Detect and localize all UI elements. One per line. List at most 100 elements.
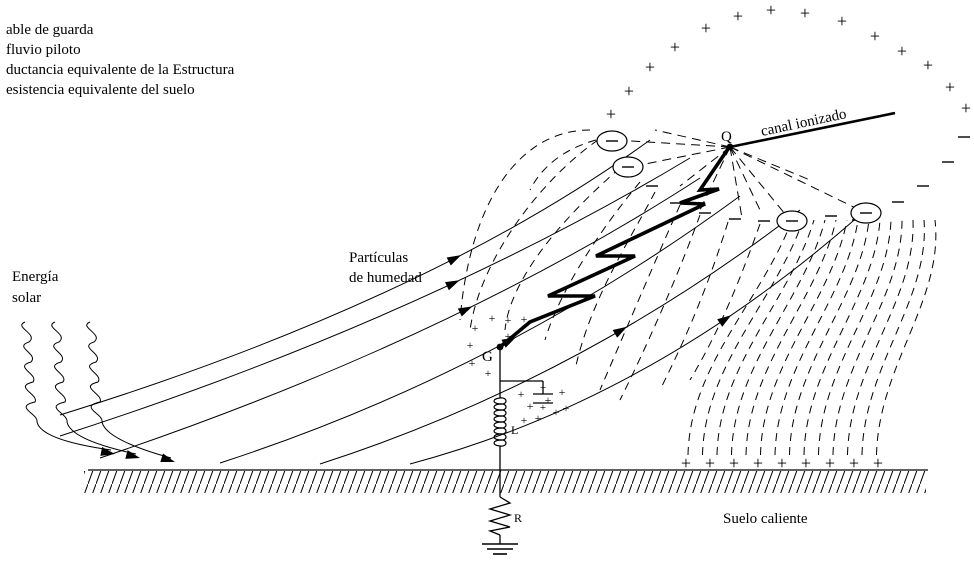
structure-plus-0: + (472, 321, 479, 335)
field-line-0 (469, 139, 599, 331)
field-line-1 (504, 167, 621, 331)
ground-curve-5 (760, 219, 848, 456)
flow-arrow-5 (717, 315, 732, 327)
solar-wave-1 (51, 321, 137, 455)
ion-2 (776, 210, 808, 232)
ground-curve-2 (716, 219, 815, 456)
resistor-zigzag (487, 496, 513, 536)
ground-curve-8 (803, 219, 881, 456)
ion-1 (612, 156, 644, 178)
cloud-plus-1: + (624, 81, 634, 101)
field-line-4 (459, 129, 591, 321)
coil-turn-5 (499, 427, 507, 435)
humidity-flow-lines (59, 139, 861, 465)
solar-wave-0 (21, 321, 112, 451)
structure-plus-12: + (521, 413, 528, 427)
cloud-plus-10: + (897, 41, 907, 61)
cloud-plus-6: + (766, 0, 776, 20)
ground-curve-9 (818, 219, 892, 456)
ground-plus-1: + (705, 453, 715, 473)
label-humid-2: de humedad (349, 270, 422, 286)
label-solar-1: Energía (12, 269, 59, 285)
label-solar-2: solar (12, 290, 41, 306)
legend-line-2: fluvio piloto (6, 42, 81, 58)
ground-curve-13 (876, 219, 937, 456)
flow-line-3 (219, 195, 741, 464)
coil-turn-4 (499, 421, 507, 429)
flow-arrow-1 (445, 280, 460, 291)
legend: able de guarda fluvio piloto ductancia e… (6, 22, 235, 98)
q-ray-6 (729, 146, 761, 211)
coil-turn-3 (499, 415, 507, 423)
q-ray-5 (729, 146, 811, 181)
label-ground: Suelo caliente (723, 511, 808, 527)
ground-curve-12 (861, 219, 925, 456)
label-point-q: Q (721, 129, 732, 145)
solar-energy-waves (21, 321, 175, 463)
coil-turn-1 (499, 403, 507, 411)
ground-plus-5: + (801, 453, 811, 473)
ground-curve-6 (774, 219, 859, 456)
flow-line-2 (99, 177, 701, 459)
label-humid-1: Partículas (349, 250, 408, 266)
ground-field-curves (687, 219, 937, 456)
legend-line-3: ductancia equivalente de la Estructura (6, 62, 235, 78)
ground-positive-charges: + + + + + + + + + (681, 453, 883, 473)
coil-back-4 (493, 421, 501, 429)
field-line-3 (529, 139, 597, 191)
label-channel: canal ionizado (760, 106, 848, 140)
structure-plus-11: + (553, 405, 560, 419)
cloud-plus-13: + (961, 98, 971, 118)
cloud-positive-charges: + + + + + + + + + + + + + + (606, 0, 971, 124)
cloud-plus-9: + (870, 26, 880, 46)
structure-plus-2: + (505, 313, 512, 327)
coil-back-5 (493, 427, 501, 435)
flow-arrow-0 (446, 255, 462, 266)
q-ray-8 (679, 146, 731, 187)
cloud-plus-7: + (800, 3, 810, 23)
structure-positive-charges: ++ + +++++++ +++ +++ (467, 311, 570, 427)
cap-plus-1: + (540, 382, 546, 394)
structure-circuit: ++ (482, 347, 553, 555)
ion-0 (596, 130, 628, 152)
structure-plus-14: + (559, 385, 566, 399)
label-point-g: G (482, 349, 493, 365)
coil-back-6 (493, 433, 501, 441)
ground-surface (84, 469, 928, 493)
structure-plus-13: + (535, 411, 542, 425)
coil-turn-0 (499, 397, 507, 405)
flow-line-1 (59, 157, 691, 437)
label-inductance: L (511, 423, 518, 437)
field-line-5 (574, 191, 656, 371)
structure-plus-9: + (527, 399, 534, 413)
cloud-plus-11: + (923, 55, 933, 75)
flow-line-0 (59, 139, 651, 416)
ground-plus-2: + (729, 453, 739, 473)
flow-arrow-2 (457, 306, 473, 317)
structure-plus-10: + (545, 393, 552, 407)
solar-wave-arrow-1 (125, 450, 140, 459)
ground-plus-8: + (873, 453, 883, 473)
q-ray-4 (729, 146, 867, 214)
structure-plus-5: + (469, 356, 476, 370)
cloud-plus-3: + (670, 37, 680, 57)
cloud-plus-8: + (837, 11, 847, 31)
cloud-plus-5: + (733, 6, 743, 26)
flow-line-4 (319, 209, 801, 465)
q-ray-7 (699, 146, 731, 211)
structure-plus-4: + (467, 338, 474, 352)
ionized-channel (729, 111, 896, 149)
q-ray-0 (629, 146, 731, 168)
ground-curve-3 (731, 219, 826, 456)
field-line-9 (689, 223, 761, 381)
ground-curve-4 (745, 219, 837, 456)
ion-3 (850, 202, 882, 224)
cloud-plus-12: + (945, 77, 955, 97)
structure-plus-8: + (518, 387, 525, 401)
ground-plus-0: + (681, 453, 691, 473)
field-dashed-lines (459, 129, 761, 401)
ground-plus-3: + (753, 453, 763, 473)
ion-ellipses (596, 130, 882, 232)
